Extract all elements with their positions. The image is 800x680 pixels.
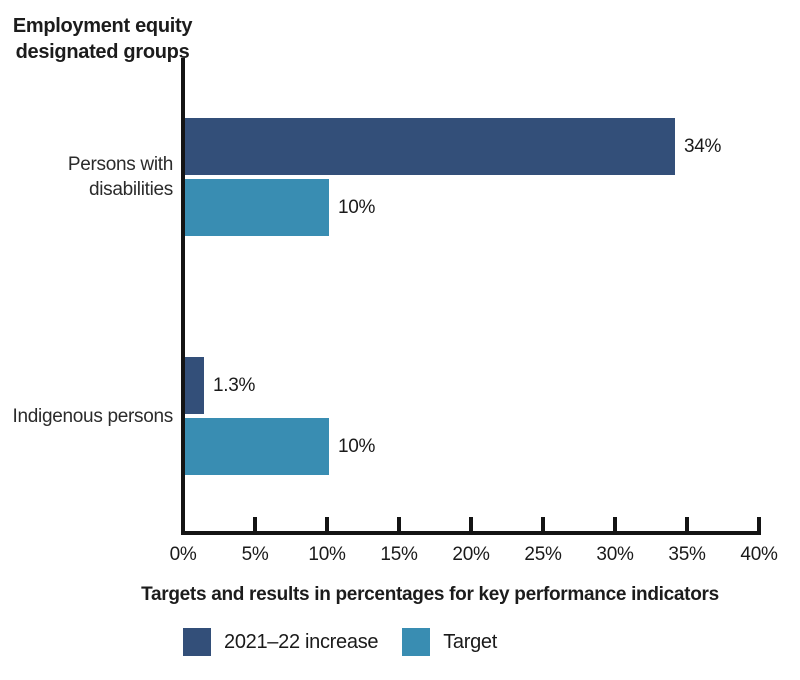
x-axis-tick xyxy=(397,517,401,531)
x-axis-tick-label: 40% xyxy=(740,544,778,565)
bar-value-label: 10% xyxy=(338,435,376,457)
x-axis-tick-label: 25% xyxy=(524,544,562,565)
legend-label: 2021–22 increase xyxy=(224,630,379,653)
x-axis-tick xyxy=(541,517,545,531)
bar-value-label: 10% xyxy=(338,196,376,218)
x-axis-tick-label: 35% xyxy=(668,544,706,565)
category-label: Indigenous persons xyxy=(0,374,174,458)
x-axis-tick-label: 0% xyxy=(169,544,197,565)
bar-target xyxy=(185,418,329,475)
bar-increase xyxy=(185,118,675,175)
y-axis-line xyxy=(181,58,185,535)
x-axis-tick xyxy=(253,517,257,531)
x-axis-tick xyxy=(325,517,329,531)
legend-label: Target xyxy=(443,630,498,653)
bar-value-label: 34% xyxy=(684,135,722,157)
x-axis-tick xyxy=(181,517,185,531)
x-axis-tick-label: 30% xyxy=(596,544,634,565)
x-axis-tick xyxy=(685,517,689,531)
x-axis-tick xyxy=(469,517,473,531)
x-axis-tick-label: 20% xyxy=(452,544,490,565)
x-axis-tick-label: 10% xyxy=(308,544,346,565)
legend-item: Target xyxy=(402,628,497,656)
chart-y-axis-title-line1: Employment equity xyxy=(12,15,193,37)
bar-target xyxy=(185,179,329,236)
legend-swatch-icon xyxy=(402,628,431,656)
chart-y-axis-title-line2: designated groups xyxy=(15,41,190,63)
x-axis-line xyxy=(181,531,761,535)
legend-item: 2021–22 increase xyxy=(183,628,379,656)
bar-increase xyxy=(185,357,204,414)
chart-legend: 2021–22 increase Target xyxy=(183,628,497,656)
x-axis-tick-label: 15% xyxy=(380,544,418,565)
category-label-text: Indigenous persons xyxy=(12,405,174,427)
chart-y-axis-title: Employment equity designated groups xyxy=(10,13,195,65)
x-axis-tick xyxy=(613,517,617,531)
x-axis-tick-label: 5% xyxy=(241,544,269,565)
x-axis-title: Targets and results in percentages for k… xyxy=(141,584,719,605)
category-label-text: Persons with disabilities xyxy=(67,154,173,200)
x-axis-tick xyxy=(757,517,761,531)
category-label: Persons with disabilities xyxy=(0,135,173,219)
bar-value-label: 1.3% xyxy=(213,374,256,396)
legend-swatch-icon xyxy=(183,628,211,656)
